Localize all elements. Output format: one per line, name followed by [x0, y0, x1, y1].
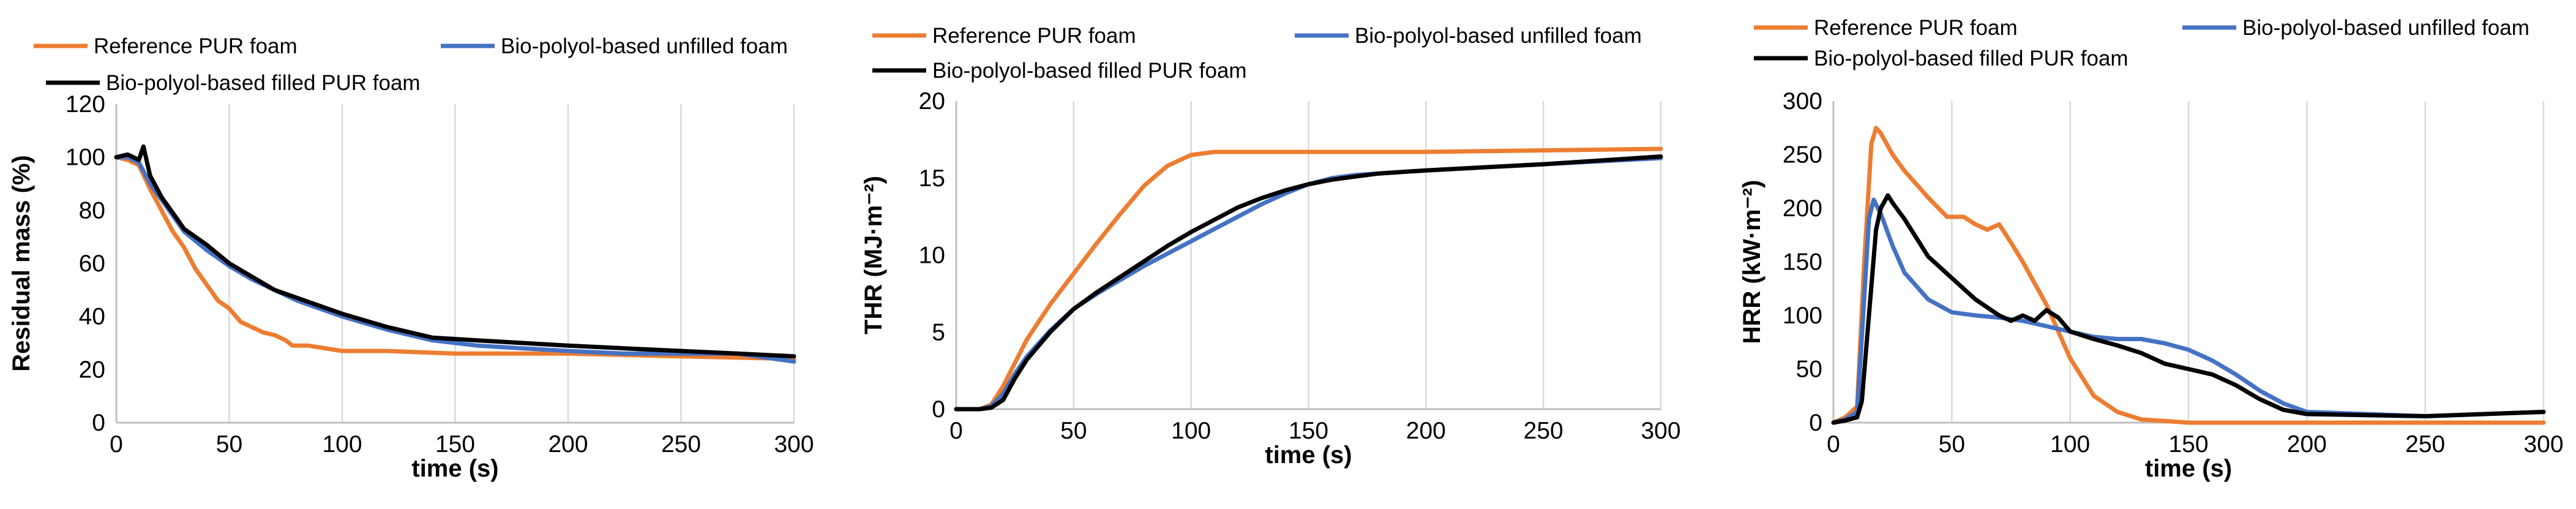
- series-line-1: [954, 146, 1663, 412]
- x-tick-label: 200: [548, 431, 588, 458]
- legend-label: Reference PUR foam: [94, 34, 298, 58]
- chart-panel-3: 0 50 100 150 200 250 300 0 50 100 150 200 250 300 time…: [1739, 16, 2564, 482]
- y-tick-label: 0: [92, 410, 105, 436]
- x-tick-label: 100: [322, 431, 362, 458]
- y-tick-label: 150: [1783, 249, 1822, 276]
- x-tick-label: 300: [2523, 431, 2563, 458]
- x-tick-label: 250: [661, 431, 701, 458]
- y-axis-title: Residual mass (%): [8, 155, 35, 371]
- y-tick-label: 15: [919, 165, 945, 192]
- y-tick-label: 60: [79, 251, 105, 277]
- y-tick-label: 100: [66, 145, 105, 171]
- x-tick-label: 50: [1060, 418, 1087, 444]
- x-tick-label: 0: [1827, 431, 1840, 458]
- legend-label: Bio-polyol-based unfilled foam: [1355, 24, 1642, 48]
- y-tick-label: 20: [79, 356, 105, 383]
- series-line-1: [114, 155, 796, 361]
- y-tick-label: 0: [932, 396, 945, 423]
- x-tick-label: 150: [1289, 418, 1328, 444]
- x-tick-label: 200: [2287, 431, 2327, 458]
- series-line-3: [954, 154, 1663, 412]
- series-line-1: [1831, 126, 2546, 425]
- x-tick-label: 150: [2168, 431, 2208, 458]
- x-tick-label: 250: [2405, 431, 2445, 458]
- legend-label: Reference PUR foam: [1814, 16, 2018, 40]
- x-tick-label: 300: [774, 431, 814, 458]
- legend-label: Bio-polyol-based filled PUR foam: [932, 59, 1247, 83]
- y-axis-title: THR (MJ·m⁻²): [860, 176, 887, 334]
- legend-label: Bio-polyol-based unfilled foam: [501, 34, 788, 58]
- y-tick-label: 250: [1783, 142, 1822, 168]
- x-tick-label: 0: [949, 418, 963, 444]
- x-tick-label: 0: [110, 431, 123, 458]
- y-tick-label: 100: [1783, 303, 1822, 329]
- x-axis-title: time (s): [1265, 442, 1352, 469]
- x-tick-label: 100: [2050, 431, 2090, 458]
- x-tick-label: 50: [1939, 431, 1965, 458]
- chart-panel-1: 0 20 40 60 80 100 120 0 50 100 150 200 250 300 time (s…: [8, 34, 814, 482]
- x-axis-title: time (s): [411, 455, 498, 482]
- legend-label: Bio-polyol-based filled PUR foam: [1814, 47, 2129, 70]
- y-tick-label: 200: [1783, 195, 1822, 222]
- x-tick-label: 300: [1641, 418, 1680, 444]
- x-tick-label: 200: [1406, 418, 1446, 444]
- y-tick-label: 50: [1796, 356, 1822, 383]
- y-tick-label: 300: [1783, 88, 1822, 115]
- y-tick-label: 40: [79, 304, 105, 330]
- series-line-2: [1831, 197, 2546, 425]
- y-axis-title: HRR (kW·m⁻²): [1739, 180, 1765, 344]
- y-tick-label: 120: [66, 91, 105, 118]
- series-line-3: [114, 144, 796, 359]
- legend-label: Bio-polyol-based filled PUR foam: [106, 71, 421, 95]
- x-tick-label: 150: [435, 431, 475, 458]
- y-tick-label: 80: [79, 197, 105, 224]
- x-tick-label: 50: [216, 431, 242, 458]
- y-tick-label: 10: [919, 243, 945, 269]
- y-tick-label: 0: [1809, 410, 1822, 436]
- legend-label: Reference PUR foam: [932, 24, 1136, 48]
- y-tick-label: 20: [919, 88, 945, 115]
- x-axis-title: time (s): [2145, 455, 2232, 482]
- x-tick-label: 100: [1171, 418, 1211, 444]
- x-tick-label: 250: [1524, 418, 1563, 444]
- legend-label: Bio-polyol-based unfilled foam: [2242, 16, 2529, 40]
- series-line-3: [1831, 193, 2546, 425]
- y-tick-label: 5: [932, 319, 945, 345]
